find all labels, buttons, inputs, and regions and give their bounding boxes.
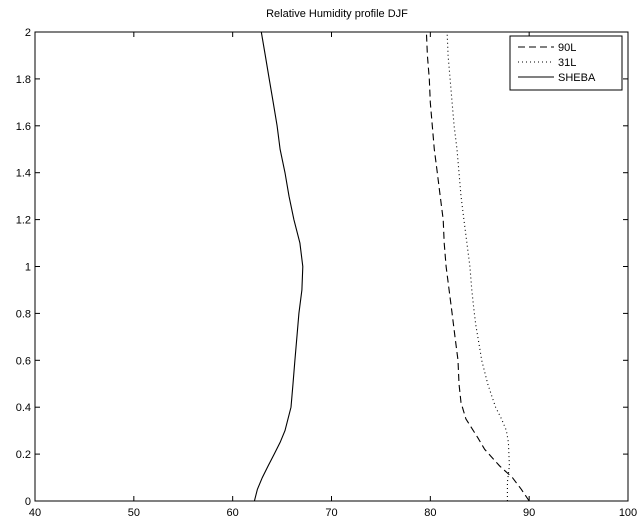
- y-tick-label: 0.2: [16, 449, 31, 461]
- y-tick-label: 0.4: [16, 402, 31, 414]
- y-tick-label: 1.2: [16, 215, 31, 227]
- plot-frame: [34, 31, 629, 502]
- legend-label-sheba: SHEBA: [558, 72, 596, 84]
- series-line-90l: [425, 31, 530, 502]
- y-tick-label: 1.4: [16, 168, 31, 180]
- x-tick-label: 80: [424, 507, 436, 519]
- series-line-31l: [446, 31, 510, 501]
- x-tick-label: 40: [29, 507, 41, 519]
- x-tick-label: 50: [128, 507, 140, 519]
- x-tick-label: 90: [523, 507, 535, 519]
- y-tick-label: 1.6: [16, 121, 31, 133]
- legend: 90L 31L SHEBA: [509, 35, 623, 91]
- y-tick-label: 0: [25, 496, 31, 508]
- legend-label-31l: 31L: [558, 57, 576, 69]
- x-tick-label: 100: [619, 507, 637, 519]
- y-tick-label: 0.6: [16, 355, 31, 367]
- axes: 40 50 60 70 80 90 100 0 0.2 0.4 0.6 0.8 1 1.2 1.4 1.6 1.…: [16, 27, 637, 519]
- legend-box: [509, 35, 623, 91]
- series-line-sheba: [253, 31, 304, 502]
- x-tick-label: 60: [227, 507, 239, 519]
- y-tick-label: 1: [25, 262, 31, 274]
- x-tick-label: 70: [325, 507, 337, 519]
- y-tick-label: 2: [25, 27, 31, 39]
- y-tick-label: 1.8: [16, 74, 31, 86]
- legend-label-90l: 90L: [558, 42, 576, 54]
- series-layer: [253, 31, 530, 502]
- y-tick-label: 0.8: [16, 308, 31, 320]
- chart-title: Relative Humidity profile DJF: [266, 8, 408, 20]
